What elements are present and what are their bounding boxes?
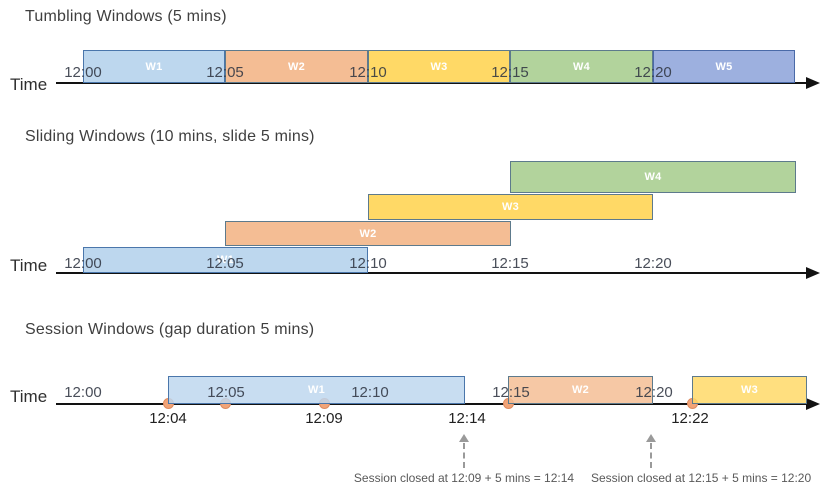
- arrow-stem: [463, 443, 465, 468]
- session-time-axis-label: Time: [10, 387, 48, 406]
- axis-tick-label: 12:20: [634, 255, 672, 272]
- sliding-window-w3: W3: [368, 194, 653, 220]
- window-label: W4: [644, 171, 662, 183]
- window-label: W2: [287, 60, 306, 73]
- axis-tick-label: 12:15: [492, 384, 530, 401]
- tumbling-section-title: Tumbling Windows (5 mins): [25, 8, 227, 25]
- session-window-w3: W3: [692, 376, 807, 404]
- axis-tick-label: 12:05: [206, 255, 244, 272]
- window-label: W5: [715, 60, 733, 73]
- sliding-time-axis-label: Time: [10, 256, 48, 275]
- tumbling-time-axis: [56, 82, 812, 84]
- sliding-time-axis: [56, 272, 812, 274]
- axis-tick-label: 12:20: [635, 384, 673, 401]
- window-label: W3: [501, 201, 520, 213]
- axis-arrowhead-icon: [806, 398, 820, 410]
- sliding-window-w2: W2: [225, 221, 511, 246]
- session-section-title: Session Windows (gap duration 5 mins): [25, 321, 315, 338]
- session-close-annotation: Session closed at 12:15 + 5 mins = 12:20: [591, 471, 812, 485]
- tumbling-window-w3: W3: [368, 50, 510, 83]
- window-label: W2: [359, 227, 377, 240]
- event-time-label: 12:22: [671, 410, 709, 427]
- event-time-label: 12:14: [448, 410, 486, 427]
- axis-tick-label: 12:15: [491, 255, 529, 272]
- window-label: W3: [430, 60, 448, 73]
- tumbling-window-w5: W5: [653, 50, 795, 83]
- window-label: W4: [572, 60, 591, 73]
- window-label: W1: [145, 60, 163, 73]
- window-label: W3: [740, 384, 759, 396]
- session-window-w1: W1: [168, 376, 465, 404]
- window-label: W1: [307, 384, 326, 396]
- sliding-window-w4: W4: [510, 161, 796, 193]
- axis-tick-label: 12:00: [64, 255, 102, 272]
- axis-tick-label: 12:15: [491, 64, 529, 81]
- arrow-up-icon: [646, 434, 656, 442]
- axis-tick-label: 12:05: [207, 384, 245, 401]
- window-label: W1: [216, 254, 235, 266]
- session-window-w2: W2: [508, 376, 653, 404]
- tumbling-window-w2: W2: [225, 50, 368, 83]
- axis-tick-label: 12:00: [64, 384, 102, 401]
- event-time-label: 12:09: [305, 410, 343, 427]
- arrow-up-icon: [459, 434, 469, 442]
- tumbling-window-w1: W1: [83, 50, 225, 83]
- sliding-section-title: Sliding Windows (10 mins, slide 5 mins): [25, 128, 315, 145]
- axis-tick-label: 12:10: [351, 384, 389, 401]
- axis-arrowhead-icon: [806, 267, 820, 279]
- sliding-window-w1: W1: [83, 247, 368, 273]
- axis-tick-label: 12:10: [349, 255, 387, 272]
- tumbling-time-axis-label: Time: [10, 75, 48, 94]
- axis-tick-label: 12:20: [634, 64, 672, 81]
- session-close-annotation: Session closed at 12:09 + 5 mins = 12:14: [353, 471, 575, 485]
- axis-tick-label: 12:10: [349, 64, 387, 81]
- session-time-axis: [56, 403, 812, 405]
- arrow-stem: [650, 443, 652, 468]
- event-time-label: 12:04: [149, 410, 187, 427]
- tumbling-window-w4: W4: [510, 50, 653, 83]
- axis-tick-label: 12:05: [206, 64, 244, 81]
- axis-arrowhead-icon: [806, 77, 820, 89]
- axis-tick-label: 12:00: [64, 64, 102, 81]
- window-label: W2: [571, 384, 590, 396]
